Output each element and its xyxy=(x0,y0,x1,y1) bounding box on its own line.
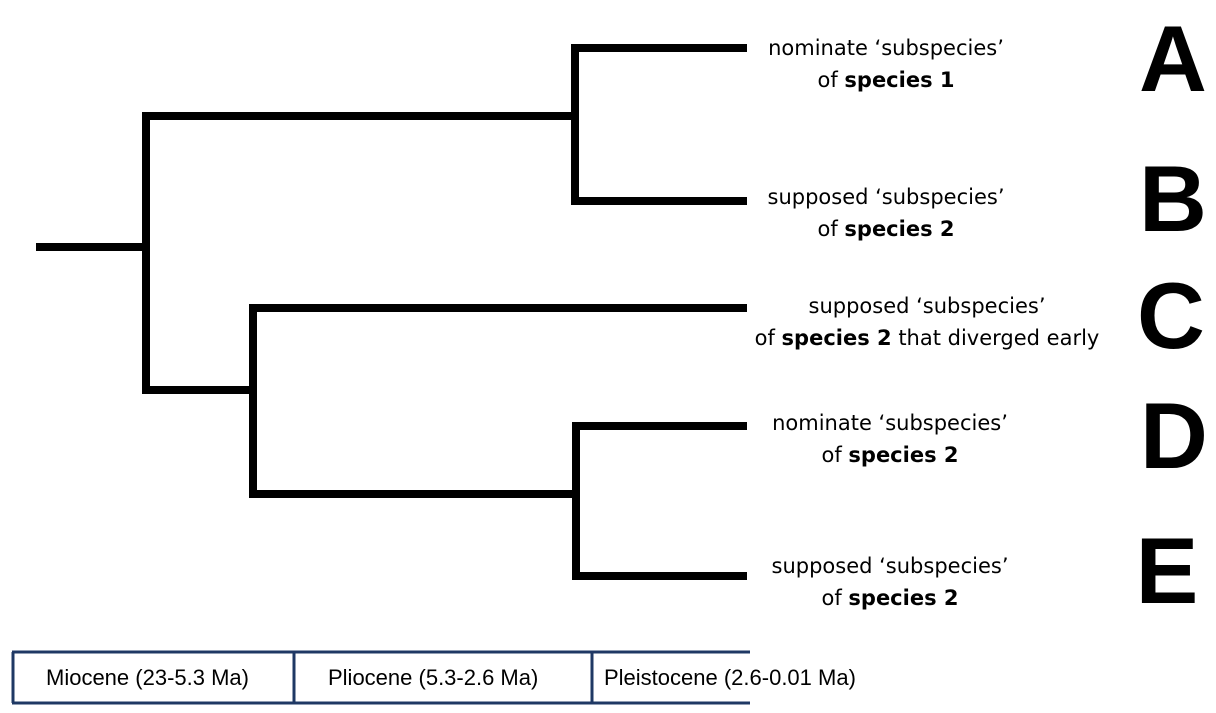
tip-label-a-line1: nominate ‘subspecies’ xyxy=(768,36,1004,60)
epoch-label-pleistocene: Pleistocene (2.6-0.01 Ma) xyxy=(604,665,856,690)
species-name: species 2 xyxy=(844,217,955,241)
tip-label-c-line1: supposed ‘subspecies’ xyxy=(808,294,1046,318)
epoch-label-miocene: Miocene (23-5.3 Ma) xyxy=(46,665,249,690)
clade-letter-b: B xyxy=(1139,146,1207,251)
tip-label-e-line2: of species 2 xyxy=(821,586,959,610)
clade-letter-e: E xyxy=(1135,518,1199,623)
clade-letter-c: C xyxy=(1137,263,1205,368)
tip-label-c-line2: of species 2 that diverged early xyxy=(754,326,1100,350)
tip-label-a: nominate ‘subspecies’ of species 1 xyxy=(656,32,1116,96)
clade-letter-d: D xyxy=(1140,383,1208,488)
tip-label-b-line1: supposed ‘subspecies’ xyxy=(767,185,1005,209)
epoch-label-pliocene: Pliocene (5.3-2.6 Ma) xyxy=(328,665,539,690)
tip-label-e: supposed ‘subspecies’ of species 2 xyxy=(660,550,1120,614)
species-name: species 2 xyxy=(781,326,892,350)
tip-label-d-line1: nominate ‘subspecies’ xyxy=(772,411,1008,435)
tip-label-b: supposed ‘subspecies’ of species 2 xyxy=(656,181,1116,245)
tip-label-d: nominate ‘subspecies’ of species 2 xyxy=(660,407,1120,471)
tip-label-b-line2: of species 2 xyxy=(817,217,955,241)
species-name: species 2 xyxy=(848,586,959,610)
clade-letter-a: A xyxy=(1139,6,1207,111)
tip-label-a-line2: of species 1 xyxy=(817,68,955,92)
tip-label-e-line1: supposed ‘subspecies’ xyxy=(771,554,1009,578)
geologic-timescale xyxy=(11,650,750,705)
species-name: species 2 xyxy=(848,443,959,467)
species-name: species 1 xyxy=(844,68,955,92)
tip-label-c: supposed ‘subspecies’ of species 2 that … xyxy=(697,290,1157,354)
phylogenetic-tree xyxy=(36,44,747,580)
tip-label-d-line2: of species 2 xyxy=(821,443,959,467)
